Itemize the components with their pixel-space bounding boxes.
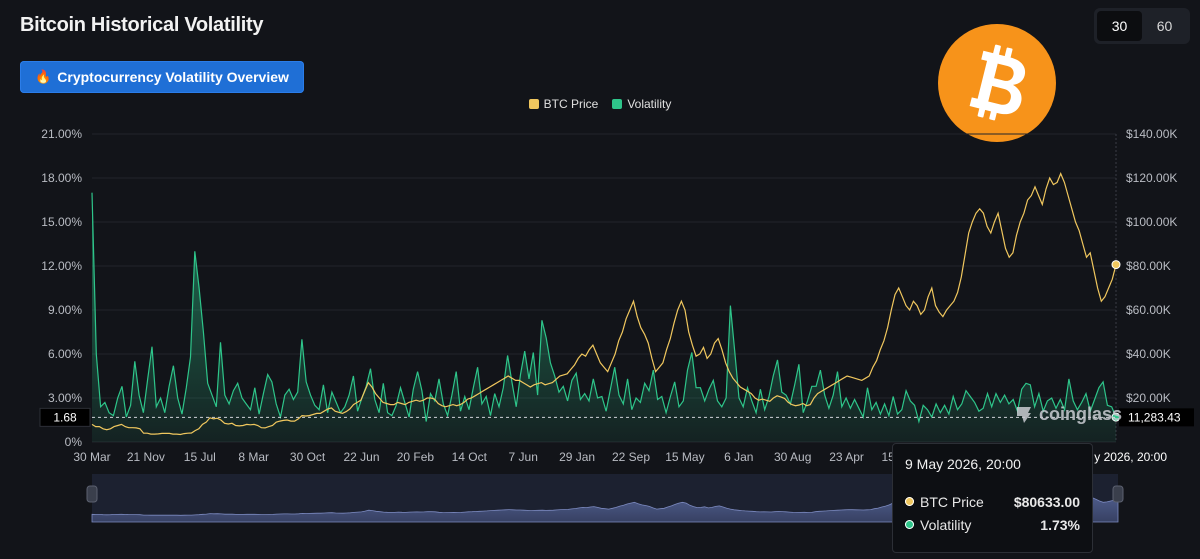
x-tick-label: 29 Jan [559,450,595,464]
legend-label-volatility: Volatility [627,97,672,111]
y-right-tick-label: $140.00K [1126,127,1177,141]
x-tick-label: 15 May [665,450,704,464]
reference-right-label: 11,283.43 [1128,410,1181,424]
coinglass-watermark: coinglass [1013,403,1122,425]
y-left-tick-label: 9.00% [48,303,82,317]
tooltip-dot-volatility [905,520,914,529]
y-left-tick-label: 18.00% [41,171,82,185]
y-right-tick-label: $100.00K [1126,215,1177,229]
tooltip-dot-price [905,497,914,506]
y-right-tick-label: $20.00K [1126,391,1171,405]
flame-icon: 🔥 [35,69,52,84]
x-tick-label: 22 Sep [612,450,650,464]
x-tick-label: 23 Apr [829,450,864,464]
chart-tooltip: 9 May 2026, 20:00 BTC Price $80633.00 Vo… [892,443,1093,553]
y-left-tick-label: 21.00% [41,127,82,141]
tooltip-row-volatility: Volatility 1.73% [905,513,1080,536]
tooltip-value-price: $80633.00 [1013,493,1080,510]
y-left-tick-label: 3.00% [48,391,82,405]
y-left-tick-label: 15.00% [41,215,82,229]
legend-swatch-volatility [612,99,623,109]
tooltip-label-volatility: Volatility [920,516,972,533]
x-tick-label: 30 Aug [774,450,811,464]
legend-item-price[interactable]: BTC Price [528,97,599,111]
period-toggle: 30 60 [1094,8,1190,44]
y-right-tick-label: $120.00K [1126,171,1177,185]
price-hover-point [1111,260,1121,270]
period-option-60[interactable]: 60 [1156,18,1173,34]
x-tick-label: 30 Mar [73,450,110,464]
x-tick-label: 8 Mar [238,450,269,464]
y-right-tick-label: $60.00K [1126,303,1171,317]
btc-price-line[interactable] [91,172,1117,436]
x-tick-label: 30 Oct [290,450,326,464]
x-tick-label: 7 Jun [509,450,538,464]
legend-label-price: BTC Price [543,97,599,111]
y-right-tick-label: $80.00K [1126,259,1171,273]
x-tick-label: 6 Jan [724,450,753,464]
tooltip-label-price: BTC Price [920,493,984,510]
overview-button-label: Cryptocurrency Volatility Overview [57,69,289,85]
y-left-tick-label: 6.00% [48,347,82,361]
reference-left-badge [39,407,91,427]
tooltip-value-volatility: 1.73% [1040,516,1080,533]
x-tick-label: 14 Oct [452,450,488,464]
y-left-tick-label: 0% [65,435,83,449]
x-tick-label: 22 Jun [343,450,379,464]
coinglass-logo-icon [1017,407,1031,423]
x-tick-label: 20 Feb [397,450,435,464]
period-option-30[interactable]: 30 [1097,11,1142,41]
tooltip-row-price: BTC Price $80633.00 [905,490,1080,513]
page-title: Bitcoin Historical Volatility [20,14,264,36]
legend-swatch-price [528,99,539,109]
bitcoin-logo-icon [938,24,1056,142]
y-right-tick-label: $40.00K [1126,347,1171,361]
volatility-overview-button[interactable]: 🔥 Cryptocurrency Volatility Overview [20,61,304,93]
reference-right-badge [1119,408,1194,427]
y-left-tick-label: 12.00% [41,259,82,273]
volatility-line[interactable] [91,192,1117,424]
navigator-handle-right[interactable] [1112,485,1124,503]
reference-left-label: 1.68 [53,410,77,424]
watermark-text: coinglass [1039,403,1123,424]
chart-legend: BTC Price Volatility [0,97,1200,111]
x-tick-label: 15 Jul [184,450,216,464]
x-tick-label: 21 Nov [127,450,165,464]
legend-item-volatility[interactable]: Volatility [612,97,671,111]
tooltip-date: 9 May 2026, 20:00 [905,456,1021,472]
x-crosshair-label: y 2026, 20:00 [1094,450,1167,464]
navigator-handle-left[interactable] [86,485,98,503]
